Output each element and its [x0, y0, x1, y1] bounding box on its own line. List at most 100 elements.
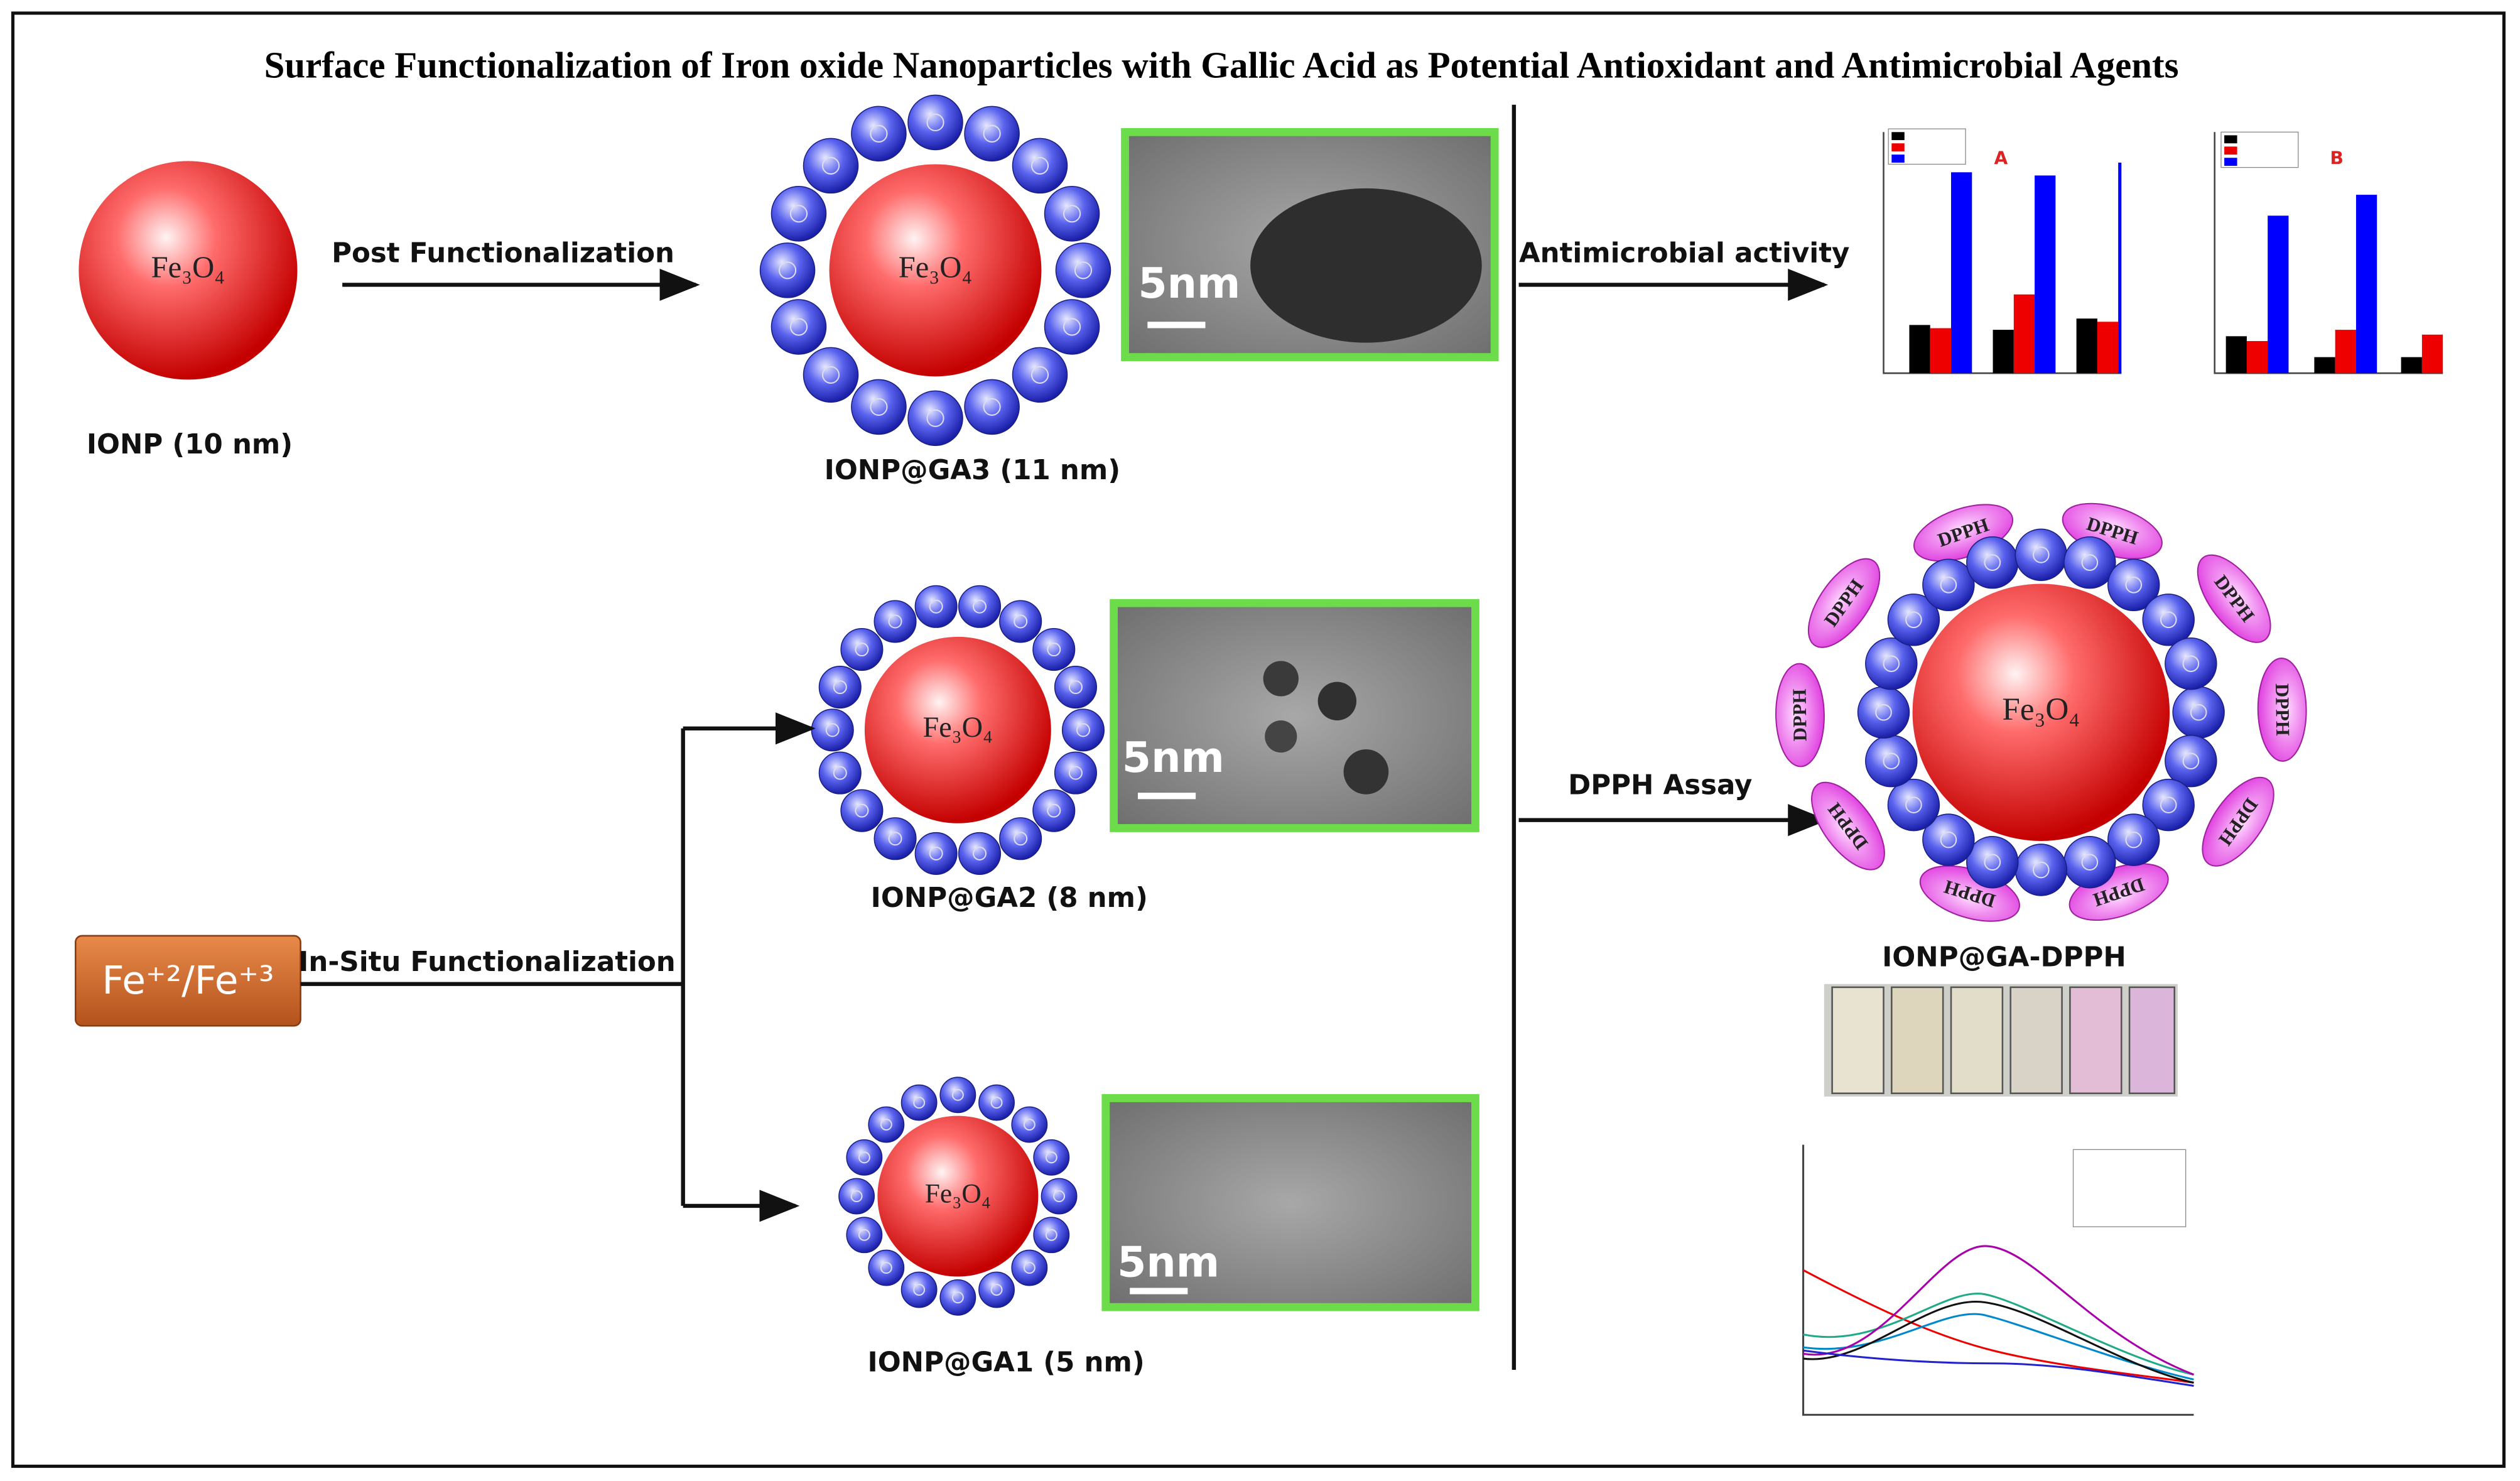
ligand-mark	[913, 1284, 926, 1296]
ligand-mark	[990, 1284, 1003, 1296]
step-label: Post Functionalization	[332, 238, 674, 269]
core-label: Fe₃O₄	[151, 251, 225, 285]
ligand-mark	[1063, 318, 1081, 336]
scale-label: 5nm	[1117, 1238, 1219, 1287]
panel-label: B	[2330, 148, 2344, 168]
ligand-mark	[825, 723, 840, 737]
dpph-label: DPPH	[1788, 688, 1810, 741]
ligand-mark	[821, 156, 840, 175]
dpph-molecule: DPPH	[1775, 663, 1825, 768]
ligand-mark	[1063, 205, 1081, 223]
frame	[11, 11, 2506, 1468]
ligand	[2107, 813, 2160, 866]
ligand	[873, 817, 917, 860]
ligand	[811, 708, 854, 752]
ligand-mark	[1053, 1190, 1066, 1203]
ligand-mark	[789, 205, 808, 223]
ligand	[1055, 242, 1111, 298]
step-label: DPPH Assay	[1568, 770, 1752, 801]
ligand	[771, 299, 827, 355]
precursor-box	[75, 935, 301, 1027]
ligand	[2165, 637, 2217, 690]
ligand-mark	[983, 398, 1001, 416]
ligand-mark	[1984, 554, 2001, 571]
ligand-mark	[880, 1262, 892, 1274]
ligand-mark	[888, 614, 902, 629]
ligand-mark	[778, 261, 797, 279]
ligand-mark	[855, 643, 869, 657]
ga1-particle: Fe₃O₄	[838, 1077, 1078, 1316]
ligand	[803, 138, 859, 194]
ligand	[803, 347, 859, 403]
ligand	[2172, 686, 2225, 739]
ligand	[1865, 735, 1918, 788]
step-label: Antimicrobial activity	[1519, 238, 1849, 269]
dpph-ellipse	[2202, 776, 2274, 867]
scale-label: 5nm	[1138, 259, 1240, 308]
ligand-mark	[973, 846, 987, 860]
dpph-ellipse	[1807, 558, 1881, 648]
ligand	[1044, 186, 1100, 242]
ligand-mark	[2125, 576, 2143, 594]
ligand-mark	[2182, 752, 2200, 770]
core-sphere	[829, 164, 1042, 377]
ligand	[999, 600, 1042, 643]
dpph-molecule: DPPH	[2257, 658, 2307, 762]
ligand-mark	[913, 1097, 926, 1109]
ligand	[1887, 778, 1940, 832]
ligand	[964, 379, 1020, 435]
ligand	[1012, 347, 1068, 403]
ligand	[958, 832, 1002, 875]
core-label: Fe₃O₄	[2002, 692, 2080, 727]
ligand	[2063, 536, 2116, 589]
dpph-complex: DPPHDPPHDPPHDPPHDPPHDPPHDPPHDPPHDPPHDPPH…	[1775, 502, 2307, 922]
ligand-mark	[926, 113, 944, 132]
ligand-mark	[1068, 680, 1083, 695]
ga2-particle: Fe₃O₄	[811, 585, 1105, 875]
ligand	[771, 186, 827, 242]
ligand	[978, 1084, 1015, 1121]
ligand	[851, 106, 907, 162]
ligand-mark	[1074, 261, 1093, 279]
ligand	[1857, 686, 1910, 739]
ligand-mark	[2190, 703, 2207, 721]
ligand	[759, 242, 816, 298]
tem-image: 5nm	[1110, 599, 1479, 832]
ligand-mark	[1030, 156, 1049, 175]
ligand	[914, 832, 958, 875]
connector	[300, 728, 685, 1206]
ligand-mark	[2033, 861, 2050, 879]
vial-photo	[1824, 984, 2178, 1097]
ligand	[1966, 536, 2019, 589]
ligand-mark	[990, 1097, 1003, 1109]
ligand-mark	[1875, 703, 1892, 721]
ligand	[1061, 708, 1105, 752]
dpph-molecule: DPPH	[2197, 554, 2271, 643]
ligand	[2014, 844, 2068, 896]
tem-image: 5nm	[1121, 127, 1499, 362]
ligand-mark	[1883, 752, 1900, 770]
ligand-mark	[1045, 1151, 1057, 1164]
ligand	[907, 390, 963, 447]
ligand-mark	[1883, 655, 1900, 673]
dpph-molecule: DPPH	[1807, 558, 1881, 648]
dpph-ellipse	[1775, 663, 1825, 768]
ligand-mark	[2160, 611, 2177, 629]
ligand	[1033, 1217, 1070, 1254]
ligand-mark	[2182, 655, 2200, 673]
ligand-mark	[880, 1119, 892, 1131]
ligand	[1032, 628, 1076, 671]
ligand-mark	[850, 1190, 863, 1203]
ligand	[2142, 594, 2195, 646]
ligand	[1922, 558, 1975, 612]
ligand	[873, 600, 917, 643]
ligand-mark	[2081, 854, 2099, 871]
ionp-sphere	[78, 161, 298, 380]
ligand	[838, 1178, 875, 1215]
spectrum-thumbnail	[1802, 1144, 2195, 1416]
ligand	[907, 94, 963, 151]
ga3-particle: Fe₃O₄	[759, 94, 1111, 447]
ligand	[1044, 299, 1100, 355]
ligand	[2063, 836, 2116, 889]
